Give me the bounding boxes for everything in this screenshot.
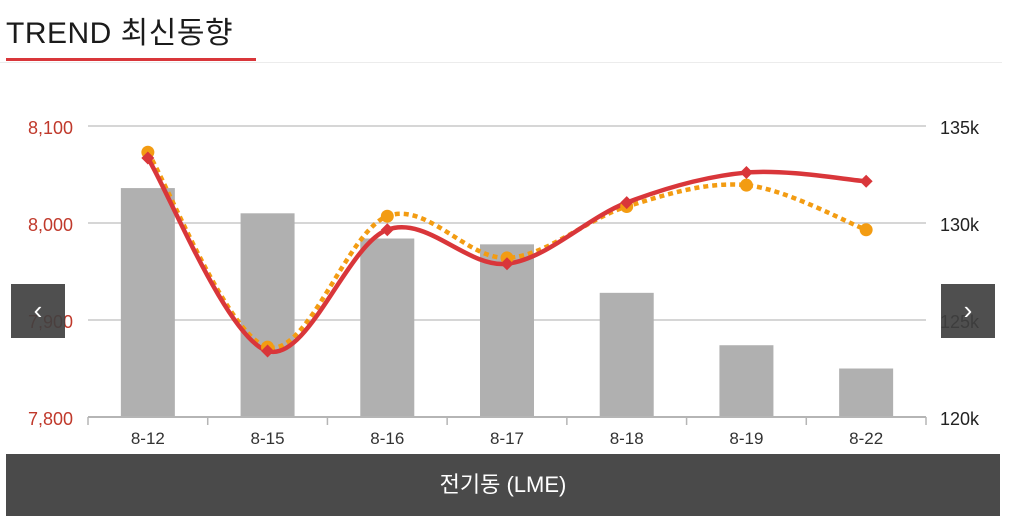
y-left-tick-label: 8,000 — [28, 215, 73, 235]
y-left-tick-label: 8,100 — [28, 118, 73, 138]
x-axis: 8-12 8-15 8-16 8-17 8-18 8-19 8-22 — [87, 416, 927, 448]
bar — [480, 244, 534, 417]
bar — [599, 292, 654, 417]
bar — [240, 213, 295, 417]
caption-label: 전기동 (LME) — [439, 472, 567, 497]
bar — [719, 345, 774, 417]
bar — [120, 188, 175, 417]
line-series — [141, 145, 873, 358]
point-diamond — [500, 257, 514, 271]
y-right-tick-label: 120k — [940, 409, 980, 429]
point-diamond — [859, 174, 873, 188]
x-tick-label: 8-17 — [490, 429, 524, 448]
title-underline — [6, 58, 256, 61]
x-tick-label: 8-12 — [131, 429, 165, 448]
y-right-tick-label: 130k — [940, 215, 980, 235]
point-diamond — [380, 223, 394, 237]
point-diamond — [261, 344, 275, 358]
chart-caption: 전기동 (LME) — [6, 454, 1000, 516]
y-left-tick-label: 7,800 — [28, 409, 73, 429]
chevron-right-icon[interactable]: › — [941, 284, 995, 338]
x-tick-label: 8-19 — [729, 429, 763, 448]
chevron-left-icon[interactable]: ‹ — [11, 284, 65, 338]
y-right-tick-label: 135k — [940, 118, 980, 138]
bar-series — [120, 188, 894, 417]
point-circle — [859, 223, 873, 237]
header: TREND 최신동향 — [0, 0, 1002, 63]
bar — [360, 238, 415, 417]
point-circle — [739, 178, 753, 192]
point-diamond — [141, 151, 155, 165]
page-title: TREND 최신동향 — [6, 17, 234, 50]
series-line-solid — [145, 156, 867, 355]
trend-chart: 8-12 8-15 8-16 8-17 8-18 8-19 8-22 8,100 8,000 7… — [28, 118, 980, 448]
bar — [839, 368, 894, 417]
x-tick-label: 8-22 — [849, 429, 883, 448]
x-tick-label: 8-16 — [370, 429, 404, 448]
x-tick-label: 8-15 — [251, 429, 285, 448]
point-circle — [380, 209, 394, 223]
x-tick-label: 8-18 — [610, 429, 644, 448]
point-diamond — [620, 196, 634, 210]
point-diamond — [739, 166, 753, 180]
